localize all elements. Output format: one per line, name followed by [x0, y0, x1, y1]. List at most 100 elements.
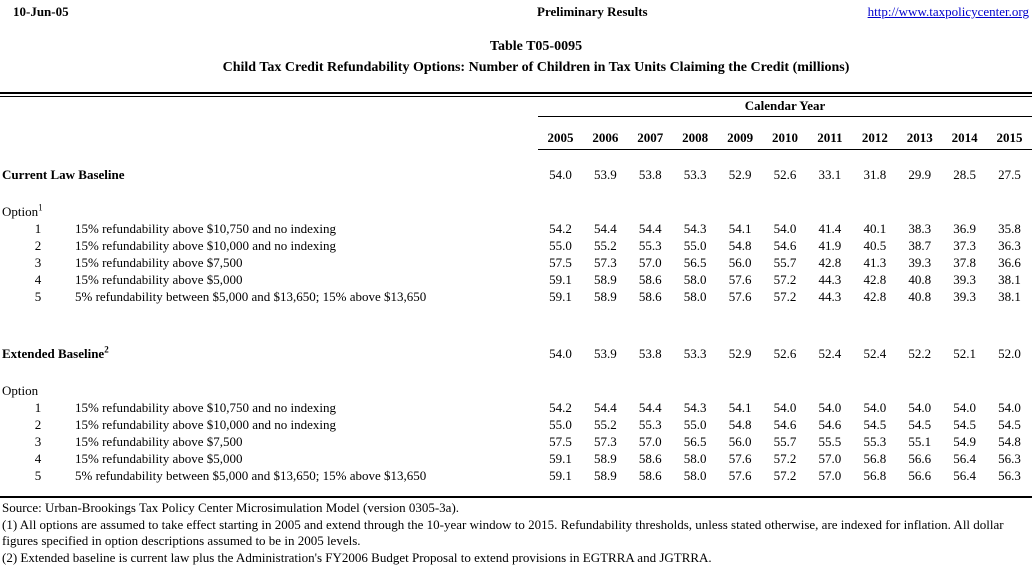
value-cell: 31.8 [852, 166, 897, 183]
header-date: 10-Jun-05 [13, 4, 69, 20]
value-cell: 55.1 [897, 433, 942, 450]
value-cell: 41.9 [807, 237, 852, 254]
option-description: 5% refundability between $5,000 and $13,… [75, 288, 426, 305]
value-cell: 58.0 [673, 467, 718, 484]
value-cell: 54.0 [987, 399, 1032, 416]
value-cell: 59.1 [538, 467, 583, 484]
value-cell: 54.3 [673, 220, 718, 237]
value-cell: 56.5 [673, 254, 718, 271]
value-cell: 55.0 [538, 237, 583, 254]
value-cell: 54.4 [583, 220, 628, 237]
value-cell: 54.3 [673, 399, 718, 416]
row-label: Option [0, 382, 538, 399]
option-header-label: Option [2, 382, 38, 399]
value-cell: 57.2 [763, 271, 808, 288]
option-number: 1 [30, 399, 46, 416]
value-cell: 54.1 [718, 399, 763, 416]
value-cell: 55.2 [583, 237, 628, 254]
value-cell: 57.0 [628, 433, 673, 450]
value-cell: 59.1 [538, 450, 583, 467]
value-cell: 54.0 [538, 166, 583, 183]
value-cell: 42.8 [807, 254, 852, 271]
value-cell: 38.1 [987, 288, 1032, 305]
value-cell: 54.8 [987, 433, 1032, 450]
value-cell: 55.2 [583, 416, 628, 433]
value-cell: 57.6 [718, 467, 763, 484]
value-cell: 28.5 [942, 166, 987, 183]
value-cell: 54.9 [942, 433, 987, 450]
row-label: 4 15% refundability above $5,000 [0, 271, 538, 288]
value-cell: 52.4 [807, 345, 852, 362]
option-number: 5 [30, 288, 46, 305]
value-cell: 59.1 [538, 288, 583, 305]
value-cell: 56.0 [718, 433, 763, 450]
value-cell: 38.1 [987, 271, 1032, 288]
footnote-marker: 1 [38, 203, 43, 213]
value-cell: 58.9 [583, 467, 628, 484]
value-cell: 54.0 [852, 399, 897, 416]
value-cell: 58.9 [583, 288, 628, 305]
value-cell: 42.8 [852, 288, 897, 305]
option-header-row: Option [0, 382, 1032, 399]
value-cell: 58.6 [628, 450, 673, 467]
value-cell: 53.8 [628, 166, 673, 183]
value-cell: 58.0 [673, 271, 718, 288]
value-cell: 56.5 [673, 433, 718, 450]
row-label: 2 15% refundability above $10,000 and no … [0, 237, 538, 254]
year-column-header: 2009 [718, 130, 763, 146]
value-cell: 29.9 [897, 166, 942, 183]
year-column-header: 2014 [942, 130, 987, 146]
value-cell: 52.9 [718, 166, 763, 183]
value-cell: 54.1 [718, 220, 763, 237]
option-number: 4 [30, 271, 46, 288]
value-cell: 53.9 [583, 345, 628, 362]
value-cell: 57.0 [807, 467, 852, 484]
value-cell: 52.1 [942, 345, 987, 362]
value-cell: 55.0 [538, 416, 583, 433]
value-cell: 52.6 [763, 166, 808, 183]
value-cell: 53.9 [583, 166, 628, 183]
value-cell: 55.7 [763, 254, 808, 271]
value-cell: 54.5 [987, 416, 1032, 433]
table-number-title: Table T05-0095 [40, 36, 1032, 57]
year-column-header: 2013 [897, 130, 942, 146]
option-description: 15% refundability above $5,000 [75, 271, 243, 288]
value-cell: 54.8 [718, 237, 763, 254]
value-cell: 57.2 [763, 467, 808, 484]
value-cell: 38.7 [897, 237, 942, 254]
value-cell: 52.4 [852, 345, 897, 362]
option-description: 15% refundability above $10,000 and no i… [75, 237, 336, 254]
value-cell: 56.8 [852, 467, 897, 484]
value-cell: 44.3 [807, 271, 852, 288]
option-number: 3 [30, 254, 46, 271]
value-cell: 58.6 [628, 271, 673, 288]
value-cell: 54.5 [852, 416, 897, 433]
value-cell: 54.4 [628, 399, 673, 416]
value-cell: 55.5 [807, 433, 852, 450]
value-cell: 39.3 [942, 288, 987, 305]
footnote-marker: 2 [104, 345, 109, 355]
taxpolicycenter-link[interactable]: http://www.taxpolicycenter.org [868, 4, 1029, 20]
value-cell: 58.0 [673, 288, 718, 305]
value-cell: 57.3 [583, 433, 628, 450]
row-label: Current Law Baseline [0, 166, 538, 183]
value-cell: 54.2 [538, 399, 583, 416]
option-description: 15% refundability above $7,500 [75, 433, 243, 450]
year-column-header: 2015 [987, 130, 1032, 146]
value-cell: 56.6 [897, 467, 942, 484]
option-number: 2 [30, 237, 46, 254]
value-cell: 56.3 [987, 467, 1032, 484]
value-cell: 55.3 [628, 237, 673, 254]
